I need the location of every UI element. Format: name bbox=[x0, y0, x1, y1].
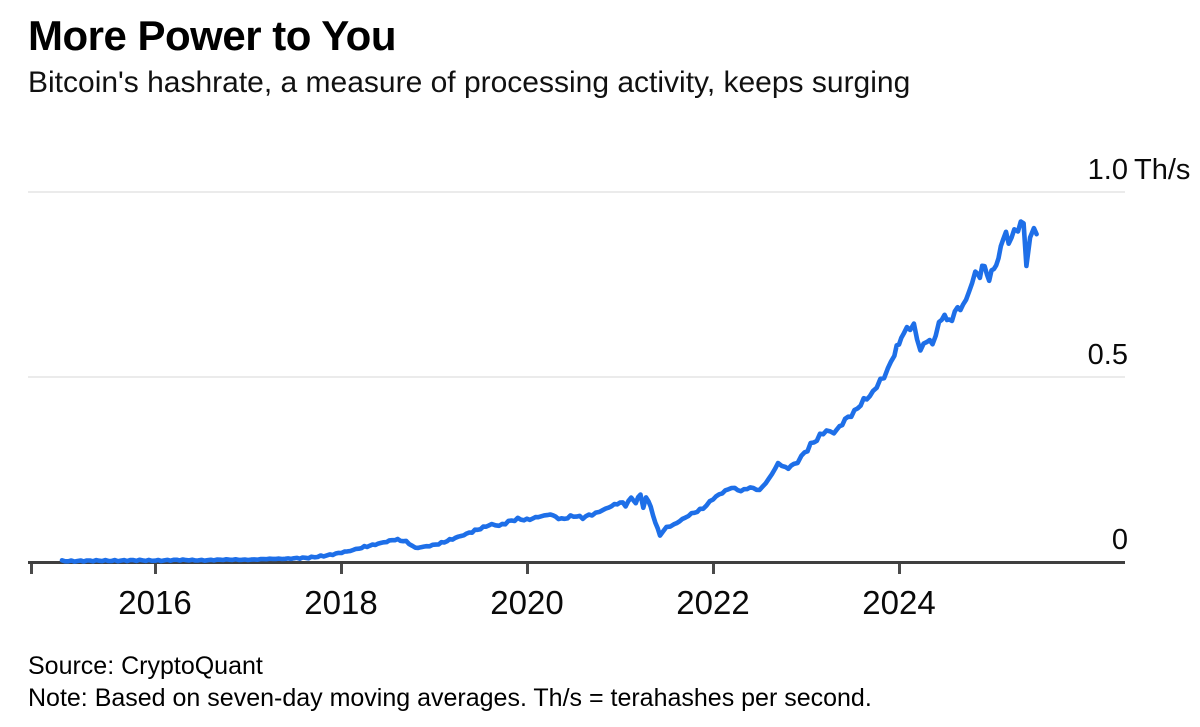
y-axis-label-0: 0 bbox=[0, 524, 1128, 557]
x-tick-label-2020: 2020 bbox=[490, 584, 564, 621]
y-axis-label-1.0: 1.0 Th/s bbox=[0, 154, 1191, 187]
x-tick-mark-2016 bbox=[154, 564, 157, 574]
x-tick-label-2018: 2018 bbox=[304, 584, 378, 621]
x-tick-mark-edge bbox=[30, 564, 34, 574]
y-axis-value: 0.5 bbox=[1087, 339, 1128, 371]
x-tick-mark-2022 bbox=[712, 564, 715, 574]
chart-subtitle: Bitcoin's hashrate, a measure of process… bbox=[28, 66, 911, 99]
hashrate-line-series bbox=[59, 219, 1039, 564]
x-tick-mark-2018 bbox=[340, 564, 343, 574]
gridline-0.5 bbox=[28, 376, 1125, 378]
y-axis-unit: Th/s bbox=[1134, 154, 1191, 186]
x-tick-label-2022: 2022 bbox=[676, 584, 750, 621]
gridline-1.0 bbox=[28, 191, 1125, 193]
y-axis-value: 0 bbox=[1111, 524, 1128, 556]
y-axis-label-0.5: 0.5 bbox=[0, 339, 1128, 372]
chart-title: More Power to You bbox=[28, 12, 396, 59]
note-line: Note: Based on seven-day moving averages… bbox=[28, 684, 872, 712]
source-line: Source: CryptoQuant bbox=[28, 652, 263, 680]
x-axis-line bbox=[28, 561, 1125, 564]
x-tick-label-2016: 2016 bbox=[118, 584, 192, 621]
x-tick-mark-2020 bbox=[526, 564, 529, 574]
x-tick-label-2024: 2024 bbox=[862, 584, 936, 621]
x-tick-mark-2024 bbox=[898, 564, 901, 574]
y-axis-value: 1.0 bbox=[1087, 154, 1128, 186]
